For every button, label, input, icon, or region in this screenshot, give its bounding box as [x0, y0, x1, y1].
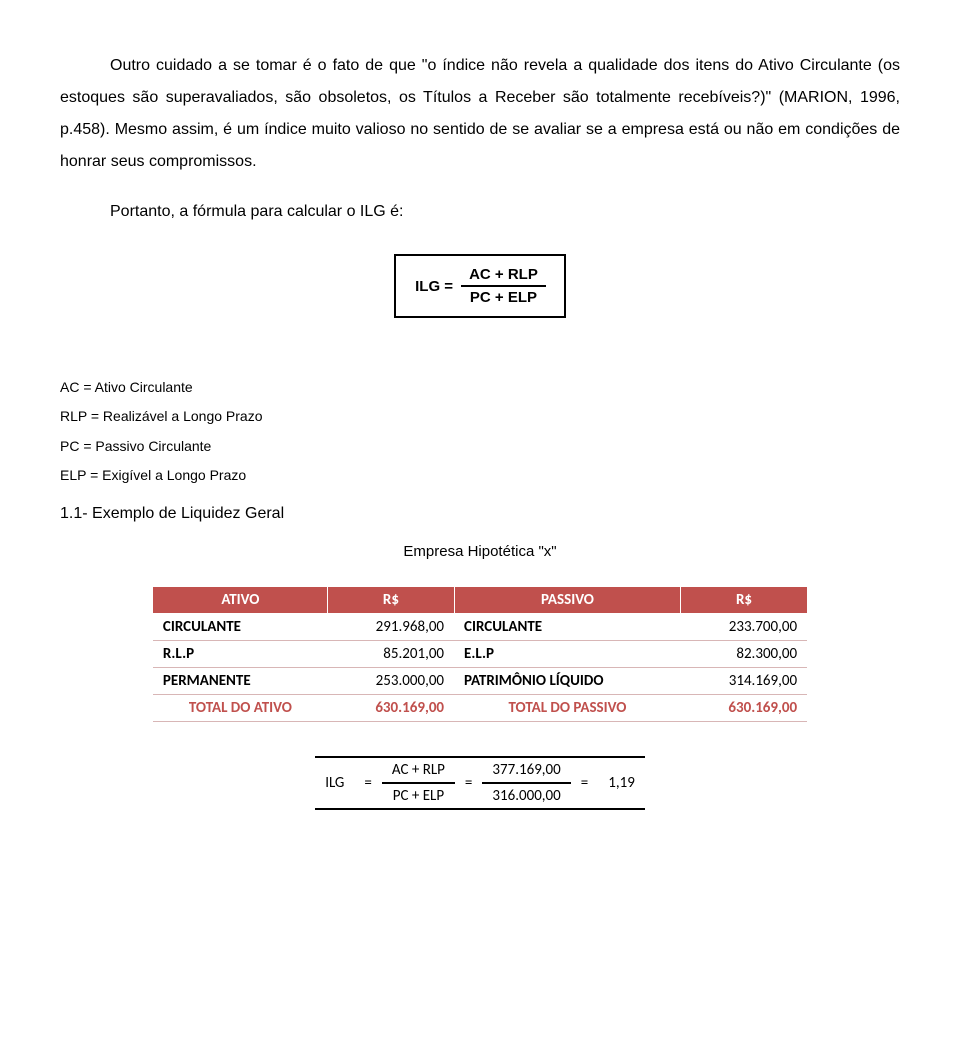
cell: 233.700,00 [681, 613, 807, 640]
cell: E.L.P [454, 640, 681, 667]
calc-frac1-num: AC + RLP [382, 757, 455, 783]
calc-lhs: ILG [315, 757, 354, 809]
example-subtitle: Empresa Hipotética "x" [60, 543, 900, 560]
calc-frac2-num: 377.169,00 [482, 757, 570, 783]
formula-denominator: PC + ELP [461, 286, 546, 306]
balance-table: ATIVO R$ PASSIVO R$ CIRCULANTE 291.968,0… [152, 586, 807, 722]
cell: 253.000,00 [328, 667, 454, 694]
definitions-list: AC = Ativo Circulante RLP = Realizável a… [60, 373, 900, 491]
def-ac: AC = Ativo Circulante [60, 373, 900, 402]
section-heading: 1.1- Exemplo de Liquidez Geral [60, 505, 900, 523]
cell: TOTAL DO PASSIVO [454, 694, 681, 721]
def-rlp: RLP = Realizável a Longo Prazo [60, 402, 900, 431]
cell: CIRCULANTE [153, 613, 328, 640]
calc-frac1-den: PC + ELP [382, 783, 455, 809]
cell: R.L.P [153, 640, 328, 667]
calc-table: ILG = AC + RLP = 377.169,00 = 1,19 PC + … [315, 756, 645, 810]
table-total-row: TOTAL DO ATIVO 630.169,00 TOTAL DO PASSI… [153, 694, 807, 721]
th-rs1: R$ [328, 586, 454, 613]
table-row: PERMANENTE 253.000,00 PATRIMÔNIO LÍQUIDO… [153, 667, 807, 694]
table-header-row: ATIVO R$ PASSIVO R$ [153, 586, 807, 613]
cell: TOTAL DO ATIVO [153, 694, 328, 721]
cell: 82.300,00 [681, 640, 807, 667]
formula-container: ILG = AC + RLP PC + ELP [60, 246, 900, 347]
formula-label: ILG = [414, 266, 461, 306]
cell: PATRIMÔNIO LÍQUIDO [454, 667, 681, 694]
cell: PERMANENTE [153, 667, 328, 694]
cell: 85.201,00 [328, 640, 454, 667]
th-passivo: PASSIVO [454, 586, 681, 613]
calc-container: ILG = AC + RLP = 377.169,00 = 1,19 PC + … [60, 756, 900, 810]
cell: 291.968,00 [328, 613, 454, 640]
formula-numerator: AC + RLP [461, 266, 546, 286]
table-row: R.L.P 85.201,00 E.L.P 82.300,00 [153, 640, 807, 667]
calc-eq3: = [571, 757, 598, 809]
th-rs2: R$ [681, 586, 807, 613]
calc-eq2: = [455, 757, 482, 809]
th-ativo: ATIVO [153, 586, 328, 613]
table-row: CIRCULANTE 291.968,00 CIRCULANTE 233.700… [153, 613, 807, 640]
def-elp: ELP = Exigível a Longo Prazo [60, 461, 900, 490]
calc-frac2-den: 316.000,00 [482, 783, 570, 809]
cell: 630.169,00 [681, 694, 807, 721]
paragraph-intro: Outro cuidado a se tomar é o fato de que… [60, 50, 900, 178]
paragraph-formula-intro: Portanto, a fórmula para calcular o ILG … [60, 196, 900, 228]
formula-box: ILG = AC + RLP PC + ELP [394, 254, 566, 318]
cell: 314.169,00 [681, 667, 807, 694]
cell: CIRCULANTE [454, 613, 681, 640]
cell: 630.169,00 [328, 694, 454, 721]
calc-eq1: = [354, 757, 381, 809]
def-pc: PC = Passivo Circulante [60, 432, 900, 461]
calc-result: 1,19 [598, 757, 645, 809]
